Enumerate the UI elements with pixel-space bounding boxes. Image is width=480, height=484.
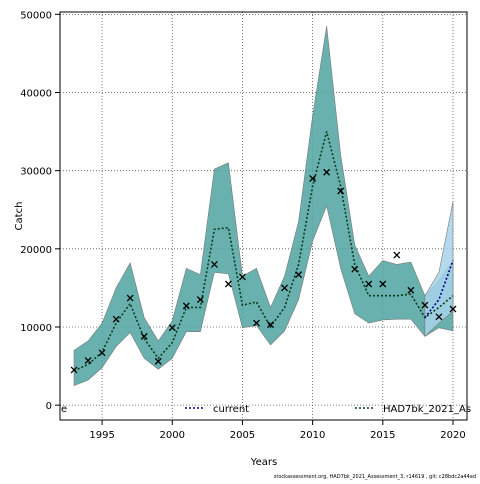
observation [70,366,78,374]
observation [281,284,289,292]
confidence-band [424,201,454,338]
observation [196,296,204,304]
y-tick-label: 10000 [20,323,52,334]
observation [351,265,359,273]
estimate-line [73,131,454,372]
x-tick-label: 2005 [230,430,255,441]
observation [224,280,232,288]
observation [309,175,317,182]
y-tick-label: 40000 [20,89,52,100]
y-tick-label: 20000 [20,245,52,256]
x-tick-label: 1995 [89,430,114,441]
x-axis-label: Years [250,457,277,468]
observation [210,261,218,268]
x-tick-label: 2015 [370,430,395,441]
observation [435,313,443,321]
observation [168,324,176,332]
observation [379,280,387,288]
y-tick-label: 50000 [20,10,52,21]
observation [238,273,246,281]
x-tick-label: 2020 [440,430,465,441]
y-tick-label: 30000 [20,167,52,178]
footnote: stockassessment.org, HAD7bk_2021_Assessm… [274,474,476,480]
legend-label: current [213,404,249,415]
observation [126,294,134,302]
observation [112,315,120,323]
observation [84,357,92,365]
observation [421,301,429,309]
legend-label: HAD7bk_2021_As [383,404,471,415]
observation [267,321,274,329]
y-tick-label: 0 [46,401,52,412]
legend-label: e [61,404,67,415]
observation [182,302,190,310]
x-tick-label: 2000 [160,430,185,441]
observation [253,319,260,327]
observation [154,357,162,365]
observation [295,271,303,279]
observation [365,280,373,288]
observation [449,305,457,313]
observation [140,332,148,340]
x-tick-label: 2010 [300,430,325,441]
confidence-band [73,26,454,387]
plot-frame [59,11,468,421]
observation [393,251,401,259]
observation [323,168,331,176]
observation [98,349,106,357]
y-axis-label: Catch [14,202,25,231]
observation [407,286,415,294]
observation [337,187,345,195]
